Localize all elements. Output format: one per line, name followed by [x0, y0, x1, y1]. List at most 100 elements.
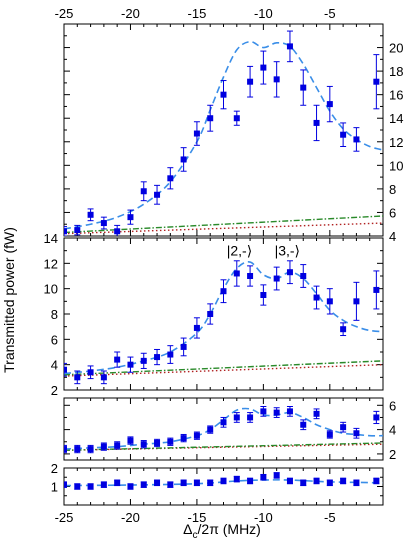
panel-3-data-point — [114, 442, 121, 449]
panel-4-data-point — [87, 483, 94, 490]
panel-1-data-point — [313, 119, 320, 126]
panel-2: 2 4 6 8 10 12 14 |2,-⟩ |3,-⟩ — [44, 231, 384, 398]
panel-1-data-point — [300, 84, 307, 91]
panel-1-ytick-label: 18 — [389, 64, 403, 79]
panel-1: 4 6 8 10 12 14 16 18 20 -25 -20 -15 -10 -5 — [55, 6, 404, 244]
panel-4-xtick-label-bottom: -25 — [55, 510, 74, 525]
panel-3-data-point — [326, 431, 333, 438]
panel-1-data-point — [273, 76, 280, 83]
panel-1-data-point — [353, 136, 360, 143]
panel-2-data-point — [220, 288, 227, 295]
panel-4-data-point — [154, 479, 161, 486]
panel-1-ytick-label: 4 — [389, 229, 396, 244]
panel-2-data-point — [154, 354, 161, 361]
panel-2-data-point — [260, 292, 267, 298]
panel-1-xtick-label-top: -20 — [121, 6, 140, 21]
panel-1-data-point — [74, 227, 81, 234]
panel-1-ytick-label: 20 — [389, 41, 403, 56]
panel-1-data-point — [340, 131, 347, 138]
panel-1-xtick-label-top: -15 — [188, 6, 207, 21]
panel-1-ytick-label: 10 — [389, 158, 403, 173]
panel-2-dashdot-line — [64, 360, 383, 376]
panel-1-data-point — [87, 211, 94, 218]
x-axis-title-sub: c — [193, 530, 198, 541]
panel-1-frame — [63, 23, 384, 237]
panel-1-content — [64, 30, 383, 236]
panel-2-data-point — [273, 275, 280, 282]
panel-4-data-point — [167, 481, 174, 488]
panel-1-ytick-label: 12 — [389, 135, 403, 150]
panel-3-data-point — [207, 426, 214, 433]
panel-3-data-point — [154, 439, 161, 446]
panel-1-data-point — [260, 64, 267, 71]
panel-3-data-point — [313, 410, 320, 417]
panel-1-ytick-label: 6 — [389, 205, 396, 220]
panel-4-data-point — [140, 481, 147, 488]
panel-4-data-point — [207, 479, 214, 486]
panel-2-data-point — [193, 324, 200, 331]
panel-2-fit-curve — [64, 261, 383, 375]
panel-1-xtick-label-top: -5 — [324, 6, 336, 21]
panel-2-data-point — [64, 366, 67, 373]
panel-3-frame — [63, 397, 384, 461]
panel-2-ytick-label: 6 — [51, 332, 58, 347]
panel-4-ytick-label: 1 — [51, 480, 58, 495]
panel-4-data-point — [193, 479, 200, 486]
panel-2-data-point — [207, 311, 214, 317]
panel-1-dashdot-line — [64, 215, 383, 234]
panel-1-data-point — [167, 175, 174, 182]
panel-3-data-point — [353, 430, 360, 437]
panel-2-data-point — [353, 298, 360, 305]
panel-3-data-point — [260, 408, 267, 415]
panel-4-data-point — [326, 479, 333, 486]
panel-2-data-point — [233, 270, 240, 277]
panel-1-data-point — [114, 228, 121, 235]
panel-1-data-point — [207, 115, 214, 122]
x-axis-title: Δc/2π (MHz) — [183, 521, 261, 541]
panel-3-dashdot-line — [64, 442, 383, 451]
panel-3-data-point — [373, 414, 380, 421]
panel-4-data-point — [74, 483, 81, 490]
panel-2-dotted-line — [64, 363, 383, 377]
panel-4-data-point — [373, 477, 380, 484]
panel-4-xtick-label-bottom: -15 — [188, 510, 207, 525]
panel-3-data-point — [286, 408, 293, 415]
panel-2-data-point — [247, 273, 254, 279]
panel-2-ytick-label: 4 — [51, 358, 58, 373]
panel-4-data-point — [286, 477, 293, 484]
panel-1-xtick-label-top: -25 — [55, 6, 74, 21]
panel-1-data-point — [180, 156, 187, 163]
panel-3-ytick-label: 2 — [389, 447, 396, 462]
panel-3-data-point — [100, 443, 107, 450]
panel-1-data-point — [233, 115, 240, 122]
panel-3: 2 4 6 — [63, 397, 396, 462]
panel-2-ytick-label: 2 — [51, 383, 58, 398]
panel-3-data-point — [300, 421, 307, 428]
panel-4-frame — [63, 467, 384, 506]
y-axis-title: Transmitted power (fW) — [1, 227, 17, 373]
panel-3-data-point — [273, 409, 280, 416]
panel-2-data-point — [373, 286, 380, 293]
panel-1-data-point — [220, 91, 227, 98]
panel-1-data-point — [373, 78, 380, 85]
panel-1-xtick-label-top: -10 — [254, 6, 273, 21]
panel-4-data-point — [233, 476, 240, 483]
panel-3-data-point — [64, 446, 67, 453]
panel-1-data-point — [286, 43, 293, 50]
panel-2-content — [64, 260, 383, 385]
panel-2-data-point — [286, 269, 293, 276]
panel-1-data-point — [326, 101, 333, 108]
x-axis-title-rest: /2π (MHz) — [198, 521, 261, 537]
panel-4-data-point — [220, 477, 227, 484]
panel-1-ytick-label: 8 — [389, 182, 396, 197]
panel-3-fit-curve — [64, 407, 383, 450]
panel-1-fit-curve — [64, 40, 383, 230]
panel-3-content — [64, 406, 383, 454]
panel-2-data-point — [300, 273, 307, 279]
panel-2-data-point — [87, 369, 94, 376]
panel-4-data-point — [114, 479, 121, 486]
panel-3-data-point — [140, 441, 147, 448]
panel-3-data-point — [340, 424, 347, 431]
